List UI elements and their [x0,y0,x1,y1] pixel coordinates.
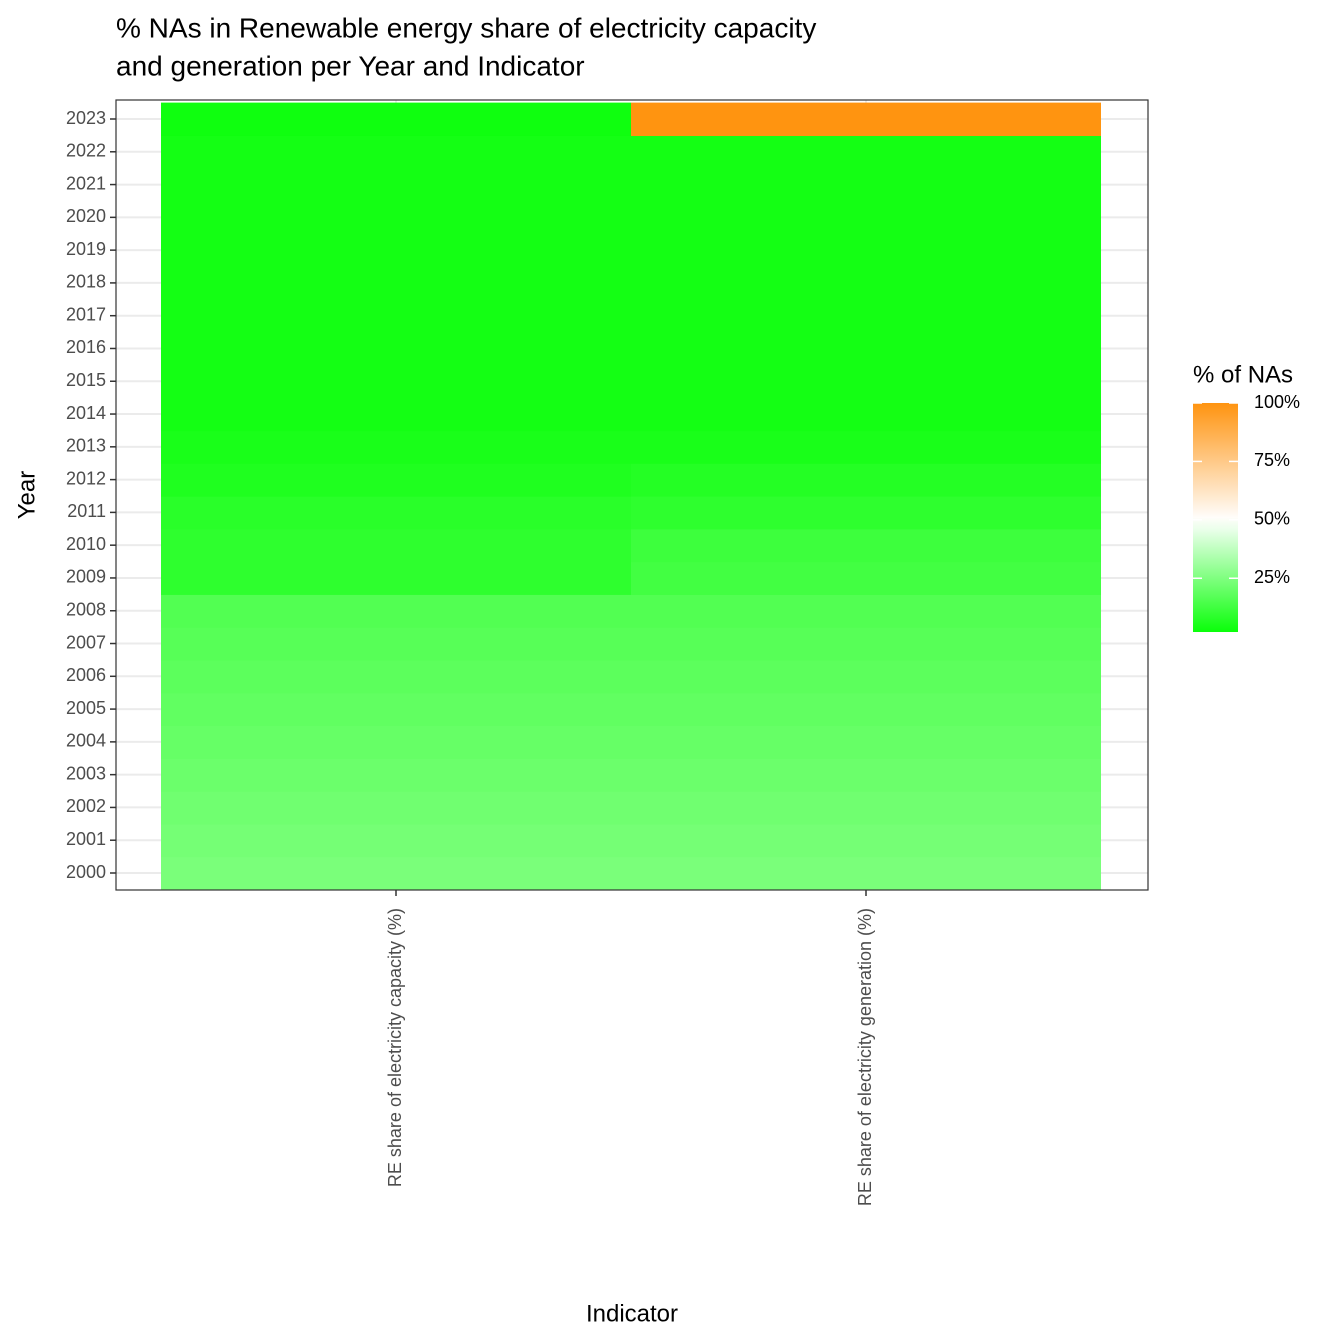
heatmap-cell [631,332,1101,366]
heatmap-cell [161,496,631,530]
heatmap-cell [631,692,1101,727]
y-tick-label: 2006 [66,665,106,685]
y-tick-label: 2004 [66,731,106,751]
y-tick-label: 2009 [66,567,106,587]
heatmap-cell [631,430,1101,464]
heatmap-cell [631,266,1101,300]
y-tick-label: 2014 [66,403,106,423]
heatmap-cell [161,364,631,399]
heatmap-cell [631,659,1101,694]
heatmap-cell [631,463,1101,497]
heatmap-cell [631,627,1101,661]
heatmap-cell [161,463,631,497]
heatmap-cell [161,692,631,727]
heatmap-cell [631,200,1101,235]
heatmap-cell [161,430,631,464]
heatmap-cell [161,332,631,366]
heatmap-cell [631,299,1101,333]
y-tick-label: 2021 [66,173,106,193]
heatmap-cell [161,659,631,694]
heatmap-cell [161,627,631,661]
heatmap-cell [161,233,631,268]
x-tick-label: RE share of electricity generation (%) [855,908,875,1206]
legend-colorbar [1193,403,1238,632]
y-tick-label: 2011 [67,501,106,521]
heatmap-cell [161,528,631,563]
y-tick-label: 2019 [66,239,106,259]
heatmap-cell [631,397,1101,432]
x-axis-title: Indicator [586,1300,678,1327]
y-tick-label: 2015 [66,370,106,390]
legend-label: 75% [1254,450,1290,470]
heatmap-cell [161,594,631,628]
heatmap-cell [631,823,1101,858]
heatmap-cell [631,594,1101,628]
heatmap-cell [161,791,631,825]
heatmap-cell [631,168,1101,202]
heatmap-cell [161,397,631,432]
chart-title: % NAs in Renewable energy share of elect… [116,12,816,43]
y-tick-label: 2017 [66,304,106,324]
heatmap-cell [161,725,631,759]
heatmap-cell [161,758,631,792]
heatmap-cell [161,200,631,235]
heatmap-cell [631,102,1101,136]
y-tick-label: 2007 [66,632,106,652]
y-tick-label: 2013 [66,436,106,456]
panel-border [115,99,1149,891]
chart-title: and generation per Year and Indicator [116,50,585,81]
legend-label: 25% [1254,567,1290,587]
y-axis-title: Year [13,471,40,520]
y-tick-label: 2005 [66,698,106,718]
y-tick-label: 2020 [66,206,106,226]
heatmap-cell [631,791,1101,825]
legend-title: % of NAs [1193,361,1293,388]
y-tick-label: 2016 [66,337,106,357]
heatmap-cell [161,168,631,202]
y-tick-label: 2003 [66,763,106,783]
y-tick-label: 2000 [66,862,106,882]
heatmap-cell [161,561,631,595]
heatmap-cell [161,266,631,300]
y-tick-label: 2008 [66,599,106,619]
heatmap-cell [161,299,631,333]
heatmap-cell [631,856,1101,890]
heatmap-cell [631,135,1101,169]
heatmap-cell [161,823,631,858]
heatmap-cell [161,135,631,169]
heatmap-cell [631,233,1101,268]
y-tick-label: 2002 [66,796,106,816]
y-tick-label: 2022 [66,141,106,161]
y-tick-label: 2010 [66,534,106,554]
heatmap-cell [631,364,1101,399]
heatmap-cell [631,528,1101,563]
heatmap-cell [631,758,1101,792]
y-tick-label: 2012 [66,468,106,488]
heatmap-cell [631,496,1101,530]
legend-label: 50% [1254,509,1290,529]
heatmap-cell [161,856,631,890]
legend-label: 100% [1254,392,1300,412]
x-tick-label: RE share of electricity capacity (%) [385,908,405,1187]
heatmap-cell [161,102,631,136]
heatmap-cell [631,725,1101,759]
y-tick-label: 2023 [66,108,106,128]
y-tick-label: 2001 [66,829,106,849]
heatmap-cell [631,561,1101,595]
y-tick-label: 2018 [66,272,106,292]
